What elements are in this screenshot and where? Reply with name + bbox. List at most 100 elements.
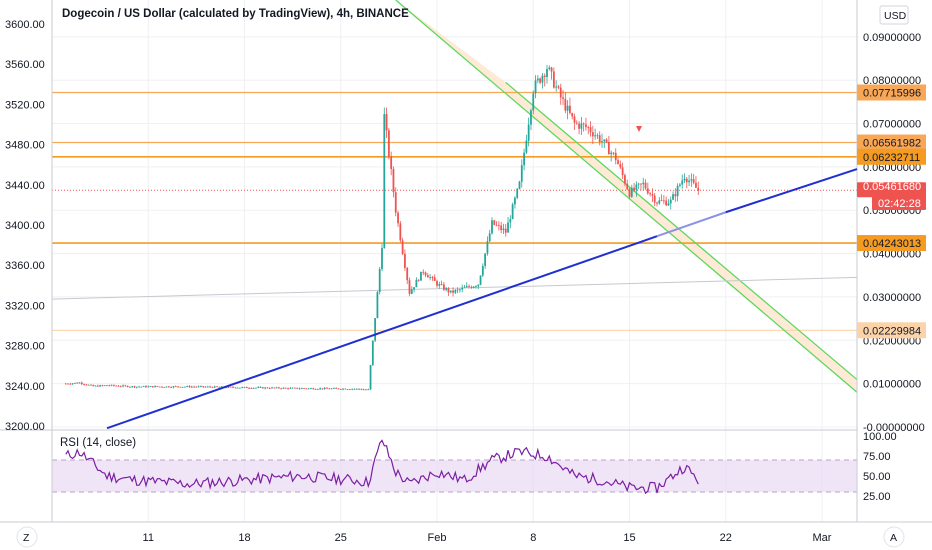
candle-body — [365, 389, 367, 391]
ascending-trendline-right-segment[interactable] — [725, 168, 858, 214]
candle-body — [640, 183, 642, 185]
candle-body — [115, 385, 118, 387]
candle-body — [507, 222, 509, 233]
candle-body — [429, 277, 432, 278]
gray-trendline[interactable] — [51, 276, 858, 300]
sell-marker-icon — [636, 126, 642, 132]
candle-body — [605, 139, 608, 143]
candle-body — [656, 202, 658, 204]
candle-body — [408, 280, 411, 294]
candle-body — [186, 386, 189, 387]
currency-button-label[interactable]: USD — [884, 10, 907, 22]
candle-body — [197, 386, 200, 388]
candle-body — [241, 387, 244, 388]
candle-body — [651, 194, 654, 196]
candle-body — [282, 387, 285, 389]
candle-body — [289, 387, 292, 389]
right-axis-tick-label: 0.01000000 — [863, 379, 921, 391]
candle-body — [452, 290, 454, 293]
candle-body — [621, 167, 624, 176]
currency-button[interactable]: USD — [879, 5, 909, 25]
price-level-badge — [857, 84, 926, 101]
candle-body — [271, 387, 273, 389]
candle-body — [525, 140, 528, 153]
candle-body — [662, 200, 665, 202]
candle-body — [85, 384, 88, 386]
current-price-badge-bg — [857, 182, 926, 198]
candle-body — [449, 290, 452, 293]
left-price-axis[interactable]: 3600.00 3560.00 3520.00 3480.00 3440.00 3400.… — [5, 19, 45, 433]
chart-title: Dogecoin / US Dollar (calculated by Trad… — [62, 8, 409, 20]
candle-body — [138, 386, 140, 388]
candle-body — [294, 387, 296, 389]
candle-body — [376, 292, 379, 319]
ascending-trendline-extension — [656, 211, 727, 238]
candle-body — [493, 220, 496, 225]
left-axis-tick-label: 3280.00 — [5, 341, 45, 353]
candle-body — [291, 387, 294, 389]
price-level-badge — [857, 134, 926, 151]
candle-body — [536, 78, 539, 81]
candle-body — [559, 87, 562, 98]
ascending-trendline[interactable] — [106, 235, 658, 430]
candle-body — [229, 386, 232, 388]
candle-body — [697, 187, 700, 191]
candle-body — [461, 287, 464, 290]
candle-body — [316, 389, 319, 390]
candle-body — [174, 386, 177, 388]
channel-upper-line[interactable] — [395, 0, 858, 393]
auto-scale-button[interactable]: A — [883, 526, 905, 548]
right-price-axis[interactable]: 0.09000000 0.08000000 0.07000000 0.06000000… — [863, 32, 925, 434]
candle-body — [332, 388, 335, 389]
candle-body — [683, 178, 686, 181]
candle-body — [74, 382, 76, 384]
zoom-button-bg[interactable] — [16, 526, 38, 548]
candle-body — [78, 382, 81, 384]
candle-body — [190, 386, 193, 388]
candle-body — [378, 269, 381, 293]
candle-body — [676, 185, 679, 197]
candle-body — [653, 195, 656, 203]
time-axis[interactable]: 11 18 25 Feb 8 15 22 Mar — [143, 532, 832, 544]
candle-body — [539, 78, 542, 83]
candle-body — [582, 123, 585, 125]
rsi-axis[interactable]: 100.00 75.00 50.00 25.00 — [863, 431, 897, 503]
time-axis-tick-label: 8 — [530, 532, 536, 544]
grid — [52, 0, 857, 522]
candle-body — [598, 135, 601, 143]
candle-body — [193, 386, 195, 388]
candle-body — [335, 388, 338, 389]
candle-body — [500, 225, 503, 231]
auto-scale-button-label[interactable]: A — [890, 532, 897, 544]
candle-body — [573, 116, 576, 123]
candle-body — [610, 152, 613, 155]
left-axis-tick-label: 3520.00 — [5, 99, 45, 111]
candle-body — [383, 114, 386, 248]
currency-button-bg[interactable] — [879, 5, 909, 25]
candle-body — [440, 284, 443, 285]
candle-body — [578, 123, 580, 129]
left-axis-tick-label: 3560.00 — [5, 59, 45, 71]
candle-body — [401, 240, 404, 254]
candle-body — [644, 182, 647, 189]
candle-body — [516, 188, 519, 198]
candle-body — [67, 383, 69, 385]
candle-body — [413, 287, 415, 290]
left-axis-tick-label: 3240.00 — [5, 381, 45, 393]
candle-body — [502, 228, 505, 231]
auto-scale-button-bg[interactable] — [883, 526, 905, 548]
channel-lower-line[interactable] — [505, 81, 858, 381]
candle-body — [415, 279, 418, 288]
candle-body — [681, 180, 684, 185]
zoom-button-label[interactable]: Z — [23, 532, 30, 544]
rsi-label: RSI (14, close) — [60, 437, 136, 449]
candle-body — [438, 284, 441, 286]
candle-body — [436, 280, 438, 286]
candle-body — [571, 112, 574, 117]
candle-body — [216, 386, 218, 388]
candle-body — [420, 271, 422, 281]
zoom-button[interactable]: Z — [16, 526, 38, 548]
candle-body — [603, 139, 606, 142]
candle-body — [635, 184, 638, 191]
